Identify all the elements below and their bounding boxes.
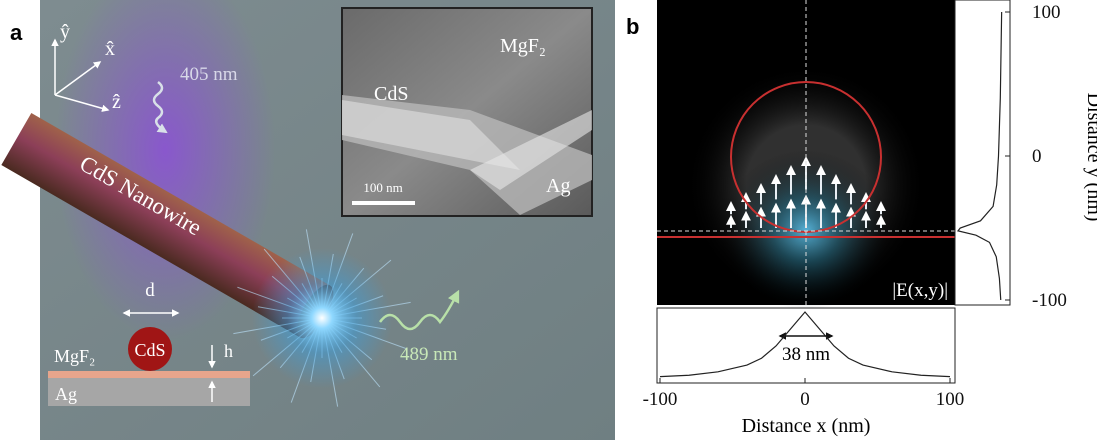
inset-ag-label: Ag <box>546 175 570 197</box>
metal-label: Ag <box>55 384 77 404</box>
field-label: |E(x,y)| <box>892 280 948 301</box>
excitation-label: 405 nm <box>180 64 238 85</box>
emission-glow <box>252 248 392 388</box>
axis-x-label: x̂ <box>105 38 115 60</box>
x-tick-label: 100 <box>936 389 965 410</box>
panel-label: a <box>10 20 23 45</box>
y-tick-label: -100 <box>1032 290 1067 311</box>
axis-z-label: ẑ <box>112 91 121 113</box>
inset-cds-label: CdS <box>374 83 408 105</box>
panel-b: b |E(x,y)| 38 nm Distance x (nm) Distanc… <box>626 0 1097 437</box>
inset-mgf2-label: MgF₂ <box>500 35 546 57</box>
x-tick-label: -100 <box>643 389 678 410</box>
width-label: d <box>145 280 155 301</box>
x-axis-title: Distance x (nm) <box>742 415 871 437</box>
spacer-label: MgF₂ <box>54 346 95 366</box>
figure: a ŷ x̂ ẑ 405 nm CdS Nanowire 489 nm MgF₂… <box>0 0 1097 443</box>
y-tick-label: 0 <box>1032 146 1042 167</box>
panel-a: a ŷ x̂ ẑ 405 nm CdS Nanowire 489 nm MgF₂… <box>1 0 615 440</box>
axis-y-label: ŷ <box>60 21 70 43</box>
gap-label: h <box>224 341 233 361</box>
emission-label: 489 nm <box>400 344 458 365</box>
particle-label: CdS <box>134 340 165 360</box>
x-tick-label: 0 <box>800 389 810 410</box>
y-axis-title: Distance y (nm) <box>1083 93 1097 222</box>
panel-label: b <box>626 14 639 39</box>
scale-bar-label: 100 nm <box>363 180 402 195</box>
y-profile-box <box>955 0 1010 305</box>
fwhm-label: 38 nm <box>782 344 830 365</box>
y-tick-label: 100 <box>1032 2 1061 23</box>
